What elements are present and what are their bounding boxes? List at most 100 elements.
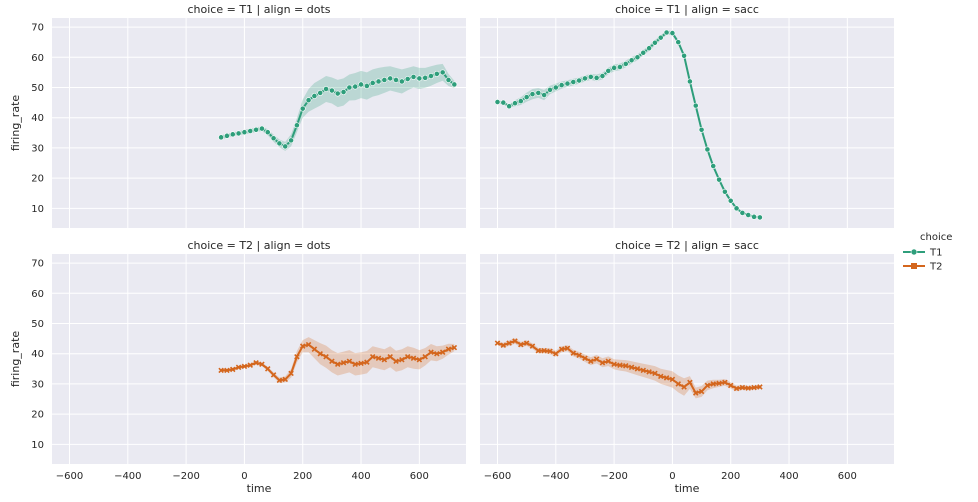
data-point — [264, 366, 271, 372]
data-point — [535, 90, 542, 96]
x-tick-label: −600 — [484, 471, 511, 482]
data-point — [317, 350, 323, 357]
data-point — [657, 373, 664, 380]
data-point — [229, 366, 236, 373]
data-point — [288, 137, 294, 144]
facet-panel-4: choice = T2 | align = sacc −600 −400 −200 0 2… — [480, 239, 894, 495]
data-point — [375, 78, 382, 85]
data-point — [704, 146, 711, 153]
data-point — [582, 75, 588, 82]
x-axis-label: time — [247, 482, 272, 495]
y-tick-label: 30 — [31, 143, 44, 154]
data-point — [523, 94, 530, 101]
data-point — [623, 363, 629, 369]
data-point — [381, 77, 388, 83]
data-point — [757, 384, 763, 390]
data-point — [218, 134, 224, 141]
data-point — [605, 67, 612, 74]
data-point — [751, 213, 757, 220]
data-point — [346, 84, 353, 91]
data-point — [500, 99, 507, 106]
data-point — [434, 350, 440, 357]
data-point — [317, 90, 324, 96]
data-point — [710, 381, 717, 387]
data-point — [570, 350, 577, 356]
data-point — [518, 341, 524, 348]
data-point — [439, 69, 446, 76]
y-tick-label: 10 — [31, 440, 44, 451]
y-tick-label: 70 — [31, 23, 44, 34]
data-point — [640, 49, 647, 56]
data-point — [669, 376, 676, 383]
panel-background — [52, 18, 466, 228]
data-point — [445, 346, 452, 352]
data-point — [640, 367, 647, 374]
y-tick-label: 60 — [31, 53, 44, 64]
data-point — [628, 57, 635, 64]
x-tick-label: 200 — [721, 471, 740, 482]
data-point — [416, 356, 423, 363]
data-point — [387, 353, 393, 360]
y-tick-label: 60 — [31, 289, 44, 300]
data-point — [669, 30, 676, 37]
data-point — [558, 346, 565, 352]
data-point — [716, 176, 722, 183]
x-tick-label: 600 — [410, 471, 429, 482]
y-tick-label: 40 — [31, 349, 44, 360]
x-tick-label: −600 — [56, 471, 83, 482]
data-point — [276, 140, 283, 147]
data-point — [264, 129, 271, 136]
data-point — [294, 353, 300, 360]
legend-marker — [911, 263, 917, 269]
data-point — [745, 385, 751, 391]
y-tick-label: 10 — [31, 204, 44, 215]
data-point — [663, 29, 670, 36]
data-point — [517, 98, 524, 104]
x-tick-label: −200 — [600, 471, 627, 482]
data-point — [716, 380, 722, 387]
panel-title: choice = T2 | align = sacc — [615, 239, 759, 252]
data-point — [247, 362, 254, 368]
data-point — [634, 366, 641, 372]
legend-marker — [910, 248, 918, 256]
data-point — [587, 74, 594, 80]
panel-title: choice = T1 | align = sacc — [615, 3, 759, 16]
data-point — [451, 81, 458, 88]
data-point — [422, 74, 429, 81]
data-point — [512, 338, 518, 344]
data-point — [369, 353, 376, 360]
data-point — [334, 90, 341, 97]
y-tick-label: 20 — [31, 410, 44, 421]
data-point — [646, 369, 652, 375]
data-point — [529, 343, 536, 349]
data-point — [363, 83, 370, 89]
facet-panel-1: choice = T1 | align = dots 10 20 30 40 50 60 70… — [9, 3, 466, 228]
series-line — [497, 339, 761, 395]
data-point — [628, 364, 635, 371]
data-point — [340, 360, 347, 366]
data-point — [311, 346, 318, 352]
x-tick-label: 200 — [293, 471, 312, 482]
data-point — [299, 105, 306, 112]
data-point — [687, 379, 693, 386]
data-point — [375, 355, 382, 362]
data-point — [494, 340, 501, 346]
facet-panel-3: choice = T2 | align = dots 10 20 30 40 50 60 70… — [9, 239, 466, 495]
data-point — [506, 103, 513, 110]
data-point — [570, 79, 577, 85]
data-point — [299, 343, 306, 349]
data-point — [445, 77, 452, 83]
y-axis-label: firing_rate — [9, 331, 22, 388]
data-point — [745, 212, 752, 218]
y-tick-label: 30 — [31, 379, 44, 390]
data-point — [241, 129, 248, 136]
data-point — [687, 78, 693, 85]
data-point — [622, 61, 629, 67]
data-point — [399, 356, 405, 363]
data-point — [404, 353, 411, 360]
x-tick-label: −400 — [542, 471, 569, 482]
facet-panel-2: choice = T1 | align = sacc — [480, 3, 894, 228]
data-point — [541, 92, 548, 98]
